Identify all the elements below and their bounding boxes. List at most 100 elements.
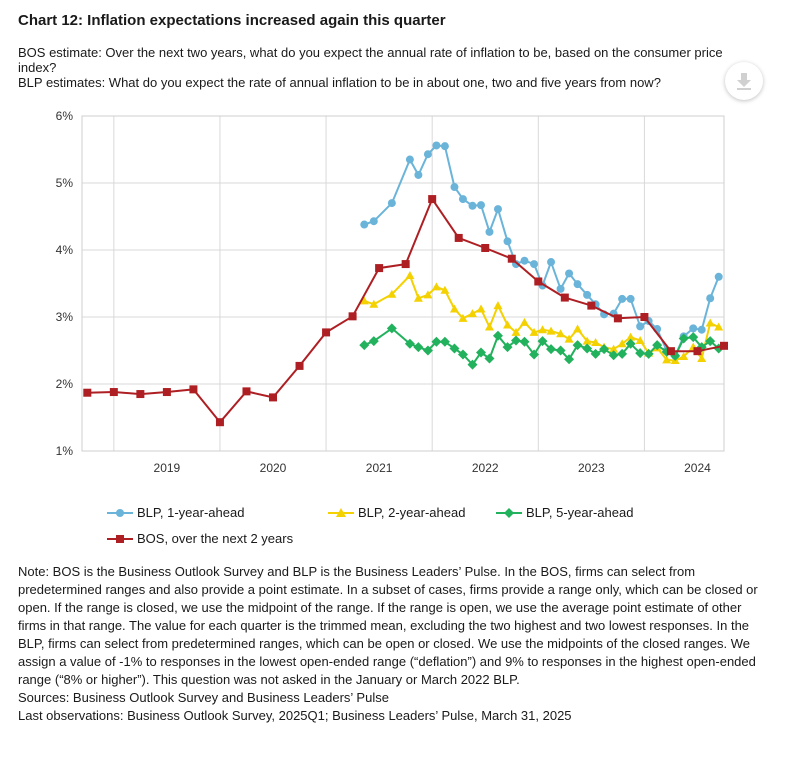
data-point[interactable] <box>689 324 698 333</box>
data-point[interactable] <box>468 201 477 210</box>
data-point[interactable] <box>387 289 397 298</box>
data-point[interactable] <box>423 290 433 299</box>
data-point[interactable] <box>476 304 486 313</box>
data-point[interactable] <box>136 390 145 399</box>
data-point[interactable] <box>423 150 432 159</box>
data-point[interactable] <box>242 387 251 396</box>
data-point[interactable] <box>322 328 331 337</box>
data-point[interactable] <box>599 344 610 355</box>
data-point[interactable] <box>414 170 423 179</box>
data-point[interactable] <box>413 342 424 353</box>
data-point[interactable] <box>636 322 645 331</box>
data-point[interactable] <box>679 352 689 361</box>
data-point[interactable] <box>83 388 92 397</box>
data-point[interactable] <box>481 243 490 252</box>
data-point[interactable] <box>431 336 442 347</box>
data-point[interactable] <box>720 341 728 350</box>
data-point[interactable] <box>572 340 583 351</box>
data-point[interactable] <box>583 290 592 299</box>
data-point[interactable] <box>493 205 502 214</box>
data-point[interactable] <box>534 277 543 286</box>
data-point[interactable] <box>457 349 468 360</box>
data-point[interactable] <box>360 220 369 229</box>
data-point[interactable] <box>405 270 415 279</box>
data-point[interactable] <box>565 269 574 278</box>
data-point[interactable] <box>582 343 593 354</box>
data-point[interactable] <box>449 304 459 313</box>
data-point[interactable] <box>484 322 494 331</box>
download-button[interactable] <box>725 62 763 100</box>
data-point[interactable] <box>520 317 530 326</box>
data-point[interactable] <box>502 342 513 353</box>
data-point[interactable] <box>538 325 548 334</box>
data-point[interactable] <box>613 314 622 323</box>
data-point[interactable] <box>555 345 566 356</box>
data-point[interactable] <box>468 309 478 318</box>
data-point[interactable] <box>618 294 627 303</box>
data-point[interactable] <box>369 217 378 226</box>
data-point[interactable] <box>511 335 522 346</box>
data-point[interactable] <box>449 343 460 354</box>
data-point[interactable] <box>662 355 672 364</box>
data-point[interactable] <box>189 385 198 394</box>
data-point[interactable] <box>626 332 636 341</box>
data-point[interactable] <box>582 336 592 345</box>
data-point[interactable] <box>705 318 715 327</box>
data-point[interactable] <box>485 227 494 236</box>
data-point[interactable] <box>511 327 521 336</box>
data-point[interactable] <box>484 353 495 364</box>
data-point[interactable] <box>556 329 566 338</box>
data-point[interactable] <box>564 354 575 365</box>
data-point[interactable] <box>368 336 379 347</box>
data-point[interactable] <box>493 301 503 310</box>
data-point[interactable] <box>706 294 715 303</box>
data-point[interactable] <box>404 338 415 349</box>
data-point[interactable] <box>697 354 707 363</box>
data-point[interactable] <box>617 348 628 359</box>
data-point[interactable] <box>529 327 539 336</box>
data-point[interactable] <box>609 344 619 353</box>
data-point[interactable] <box>688 332 699 343</box>
data-point[interactable] <box>440 285 450 294</box>
data-point[interactable] <box>587 301 596 310</box>
data-point[interactable] <box>413 293 423 302</box>
data-point[interactable] <box>573 324 583 333</box>
data-point[interactable] <box>348 312 357 321</box>
data-point[interactable] <box>635 348 646 359</box>
data-point[interactable] <box>625 338 636 349</box>
data-point[interactable] <box>652 340 663 351</box>
data-point[interactable] <box>295 361 304 370</box>
data-point[interactable] <box>635 335 645 344</box>
data-point[interactable] <box>626 294 635 303</box>
data-point[interactable] <box>492 330 503 341</box>
data-point[interactable] <box>369 299 379 308</box>
data-point[interactable] <box>640 313 649 321</box>
data-point[interactable] <box>520 256 529 265</box>
data-point[interactable] <box>714 272 723 281</box>
data-point[interactable] <box>359 340 370 351</box>
data-point[interactable] <box>422 345 433 356</box>
data-point[interactable] <box>507 254 516 263</box>
data-point[interactable] <box>440 142 449 151</box>
data-point[interactable] <box>458 195 467 204</box>
data-point[interactable] <box>590 348 601 359</box>
data-point[interactable] <box>476 201 485 210</box>
data-point[interactable] <box>546 326 556 335</box>
data-point[interactable] <box>556 284 565 293</box>
data-point[interactable] <box>573 280 582 289</box>
data-point[interactable] <box>405 155 414 164</box>
data-point[interactable] <box>666 347 675 356</box>
data-point[interactable] <box>458 313 468 322</box>
data-point[interactable] <box>215 418 224 427</box>
data-point[interactable] <box>617 339 627 348</box>
data-point[interactable] <box>109 388 118 397</box>
data-point[interactable] <box>454 233 463 242</box>
data-point[interactable] <box>475 347 486 358</box>
data-point[interactable] <box>431 282 441 291</box>
data-point[interactable] <box>678 333 689 344</box>
data-point[interactable] <box>375 264 384 273</box>
data-point[interactable] <box>503 320 513 329</box>
data-point[interactable] <box>387 199 396 208</box>
data-point[interactable] <box>162 388 171 397</box>
data-point[interactable] <box>530 260 539 269</box>
